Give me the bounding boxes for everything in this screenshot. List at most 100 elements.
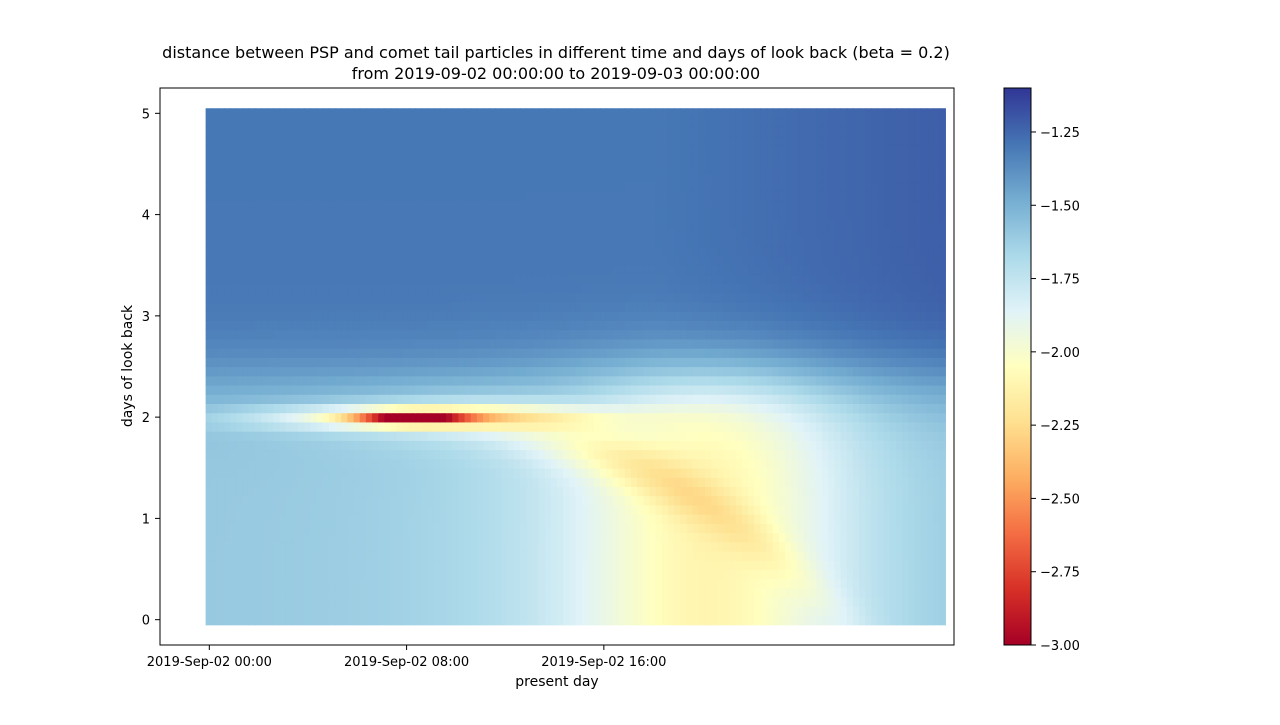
heatmap-cell [748, 394, 755, 404]
heatmap-cell [248, 301, 256, 312]
heatmap-cell [544, 495, 552, 506]
heatmap-cell [772, 550, 780, 561]
heatmap-cell [735, 532, 743, 543]
heatmap-cell [427, 274, 435, 285]
heatmap-cell [285, 569, 293, 580]
heatmap-cell [427, 246, 435, 257]
heatmap-cell [415, 329, 422, 340]
heatmap-cell [563, 366, 570, 377]
heatmap-cell [291, 246, 299, 257]
heatmap-cell [495, 246, 503, 257]
heatmap-cell [785, 477, 792, 487]
heatmap-cell [279, 366, 287, 377]
heatmap-cell [637, 265, 644, 275]
heatmap-cell [612, 394, 620, 404]
heatmap-cell [279, 265, 287, 275]
heatmap-cell [557, 615, 564, 626]
heatmap-cell [649, 587, 657, 598]
heatmap-cell [766, 274, 774, 285]
heatmap-cell [483, 301, 490, 312]
heatmap-cell [624, 597, 632, 607]
heatmap-cell [649, 449, 657, 460]
heatmap-cell [661, 394, 669, 404]
heatmap-cell [655, 578, 663, 589]
heatmap-cell [717, 467, 725, 478]
heatmap-cell [347, 274, 355, 285]
heatmap-cell [476, 615, 484, 626]
heatmap-cell [859, 265, 866, 275]
heatmap-cell [452, 394, 459, 404]
heatmap-cell [902, 329, 909, 340]
heatmap-cell [655, 486, 663, 497]
heatmap-cell [520, 394, 527, 404]
heatmap-cell [384, 587, 392, 598]
heatmap-cell [828, 514, 835, 524]
heatmap-cell [624, 541, 632, 552]
heatmap-cell [865, 486, 872, 497]
heatmap-cell [840, 440, 848, 451]
heatmap-cell [224, 237, 231, 248]
heatmap-cell [883, 357, 891, 368]
heatmap-cell [285, 329, 293, 340]
heatmap-cell [230, 615, 238, 626]
heatmap-cell [415, 560, 422, 570]
heatmap-cell [667, 403, 675, 414]
heatmap-cell [563, 587, 570, 598]
heatmap-cell [717, 403, 725, 414]
heatmap-cell [717, 329, 725, 340]
heatmap-cell [575, 431, 583, 441]
heatmap-cell [452, 265, 459, 275]
heatmap-cell [279, 569, 287, 580]
heatmap-cell [341, 440, 348, 451]
heatmap-cell [791, 597, 799, 607]
heatmap-cell [538, 495, 546, 506]
heatmap-cell [803, 431, 811, 441]
heatmap-cell [587, 329, 595, 340]
heatmap-cell [563, 265, 570, 275]
heatmap-cell [630, 431, 638, 441]
heatmap-cell [624, 329, 632, 340]
heatmap-cell [723, 615, 731, 626]
heatmap-cell [316, 458, 324, 469]
heatmap-cell [495, 311, 503, 321]
heatmap-cell [273, 301, 281, 312]
heatmap-cell [883, 292, 891, 303]
heatmap-cell [285, 421, 293, 432]
heatmap-cell [859, 495, 866, 506]
heatmap-cell [889, 587, 897, 598]
heatmap-cell [735, 560, 743, 570]
heatmap-cell [865, 384, 872, 395]
heatmap-cell [520, 311, 527, 321]
heatmap-cell [920, 265, 928, 275]
heatmap-cell [563, 597, 570, 607]
heatmap-cell [760, 329, 768, 340]
heatmap-cell [211, 477, 219, 487]
heatmap-cell [760, 283, 768, 294]
heatmap-cell [439, 477, 447, 487]
heatmap-cell [347, 486, 355, 497]
heatmap-cell [618, 301, 626, 312]
heatmap-cell [575, 550, 583, 561]
heatmap-cell [365, 550, 373, 561]
heatmap-cell [211, 311, 219, 321]
heatmap-cell [470, 550, 478, 561]
heatmap-cell [723, 283, 731, 294]
heatmap-cell [365, 514, 373, 524]
heatmap-cell [538, 486, 546, 497]
heatmap-cell [834, 329, 842, 340]
heatmap-cell [587, 283, 595, 294]
heatmap-cell [852, 431, 860, 441]
heatmap-cell [624, 338, 632, 349]
heatmap-cell [526, 458, 533, 469]
heatmap-cell [304, 569, 312, 580]
heatmap-cell [803, 274, 811, 285]
heatmap-cell [415, 265, 422, 275]
heatmap-cell [347, 283, 355, 294]
heatmap-cell [513, 338, 521, 349]
heatmap-cell [840, 431, 848, 441]
heatmap-cell [717, 532, 725, 543]
heatmap-cell [704, 550, 712, 561]
heatmap-cell [520, 578, 527, 589]
heatmap-cell [815, 495, 823, 506]
heatmap-cell [273, 403, 281, 414]
